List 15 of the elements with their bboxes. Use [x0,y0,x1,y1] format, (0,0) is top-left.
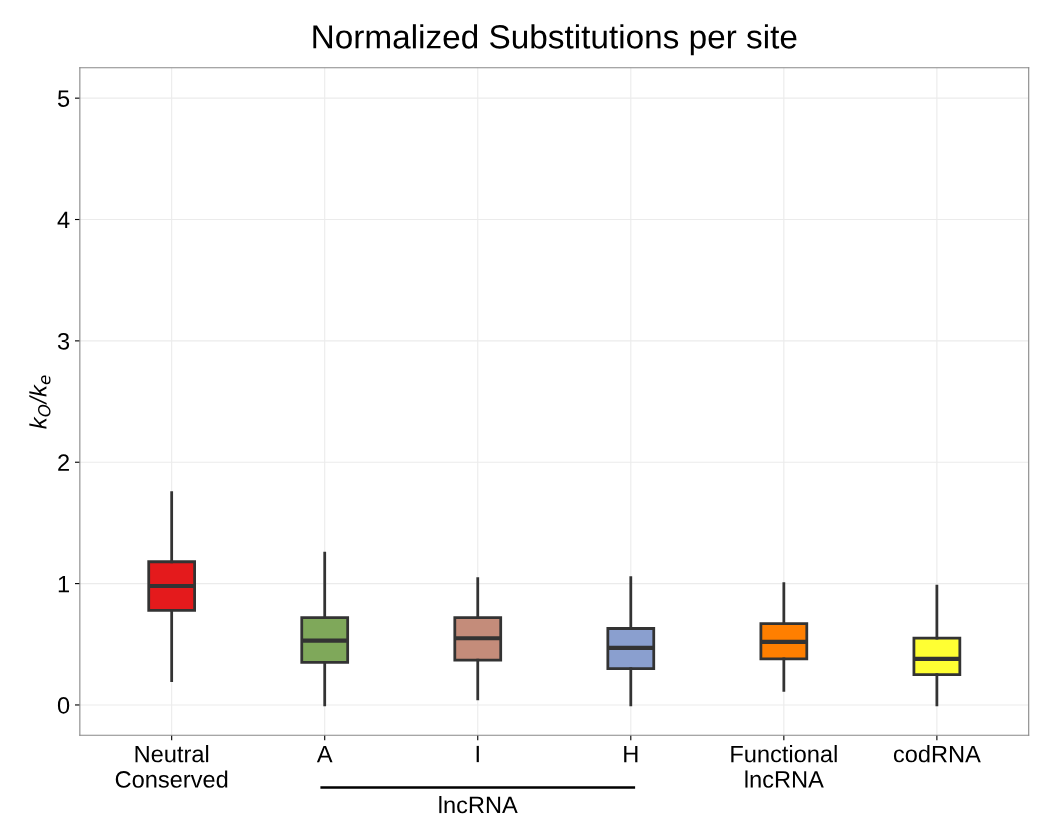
x-tick-label: I [476,745,479,763]
x-tick-label: Neutral Conserved [115,745,228,788]
y-tick-label: 2 [58,454,69,471]
x-tick-label: codRNA [893,745,981,763]
x-tick-label: H [624,745,638,763]
y-tick-label: 1 [58,575,69,593]
x-tick-label: Functional lncRNA [731,745,837,788]
y-tick-label: 3 [57,332,70,350]
chart-title: Normalized Substitutions per site [313,24,797,56]
y-axis-title: k$_{O}$/k$_{e}$ [29,375,51,429]
y-tick-label: 4 [57,211,70,229]
y-tick-label: 5 [57,90,70,107]
y-tick-label: 0 [57,697,70,714]
text: lncRNA [439,795,518,814]
x-tick-label: A [316,745,333,763]
